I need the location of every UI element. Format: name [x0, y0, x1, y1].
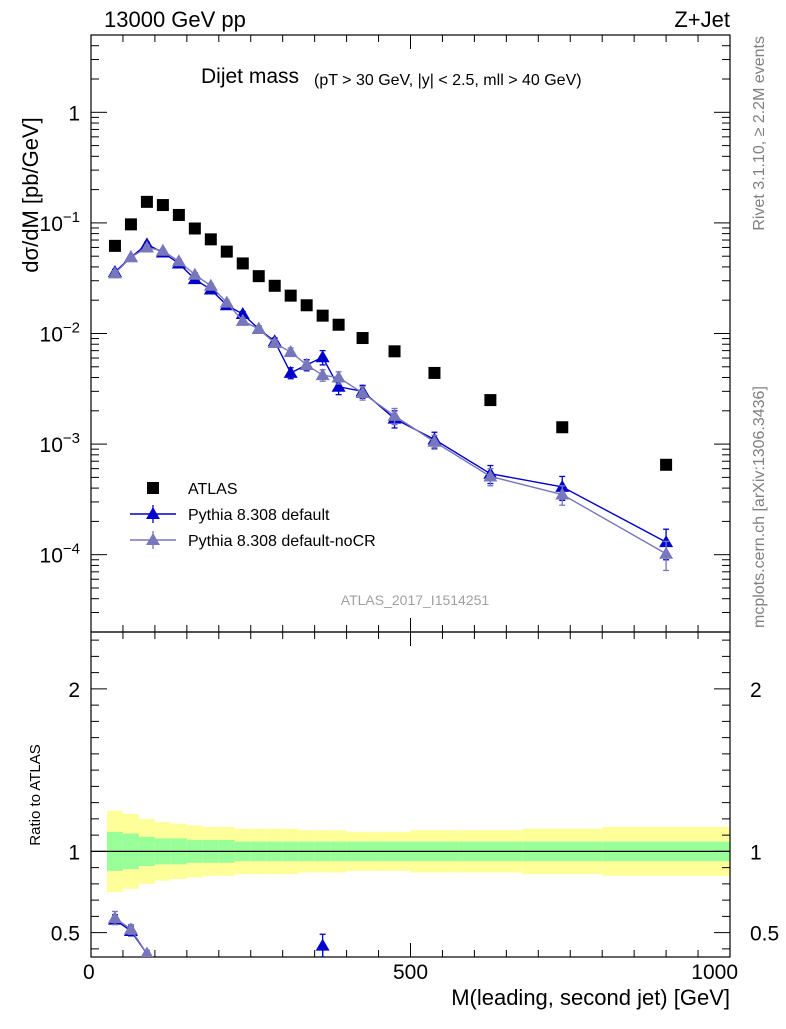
header-right: Z+Jet: [674, 7, 730, 32]
data-point: [156, 199, 169, 212]
data-point: [236, 257, 249, 270]
data-point: [187, 267, 202, 280]
y-tick-label: 1: [68, 102, 80, 125]
ratio-y-tick-label-right: 2: [750, 679, 762, 702]
data-point: [331, 370, 346, 383]
data-point: [252, 270, 265, 283]
data-point: [268, 279, 281, 292]
y-tick-label: 10−3: [40, 430, 80, 457]
axis-labels: 1 10−1 10−2 10−3 10−4 0.5 0.5 1 1 2 2 0 500 1000M(lea…: [18, 102, 779, 1010]
data-point: [427, 434, 442, 447]
data-point: [556, 421, 569, 434]
y-axis-label: dσ/dM [pb/GeV]: [18, 117, 43, 272]
mcplots-label: mcplots.cern.ch [arXiv:1306.3436]: [751, 386, 768, 628]
ratio-y-axis-label: Ratio to ATLAS: [27, 744, 44, 845]
data-point: [659, 546, 674, 559]
data-point: [123, 250, 138, 263]
data-point: [316, 309, 329, 322]
data-point: [300, 299, 313, 312]
main-frame: [90, 34, 731, 633]
data-point: [251, 321, 266, 334]
y-tick-label: 10−4: [40, 541, 80, 568]
data-point: [483, 469, 498, 482]
data-point: [123, 922, 138, 935]
data-point: [146, 533, 160, 545]
rivet-label: Rivet 3.1.10, ≥ 2.2M events: [751, 36, 768, 231]
data-point: [220, 245, 233, 258]
legend: ATLAS Pythia 8.308 default Pythia 8.308 de…: [130, 481, 376, 550]
x-tick-label: 500: [393, 961, 428, 984]
x-tick-label: 0: [83, 961, 95, 984]
ratio-series-line: [114, 917, 150, 957]
ratio-y-tick-label-right: 0.5: [750, 923, 779, 946]
data-point: [107, 911, 122, 923]
data-point: [315, 350, 330, 363]
data-point: [140, 946, 153, 957]
data-point: [124, 218, 137, 231]
data-point: [147, 482, 159, 494]
data-point: [108, 239, 121, 252]
ratio-y-tick-label: 1: [68, 841, 80, 864]
data-point: [355, 385, 370, 398]
data-point: [267, 336, 282, 349]
ratio-series: [107, 910, 330, 957]
data-point: [188, 222, 201, 235]
legend-label: Pythia 8.308 default: [188, 507, 330, 524]
ratio-y-tick-label-right: 1: [750, 841, 762, 864]
data-point: [555, 487, 570, 500]
ratio-y-tick-label: 0.5: [51, 923, 80, 946]
data-point: [146, 507, 160, 519]
data-point: [219, 295, 234, 308]
data-point: [388, 345, 401, 358]
data-point: [107, 266, 122, 279]
legend-label: Pythia 8.308 default-noCR: [188, 533, 376, 550]
data-point: [284, 289, 297, 302]
data-point: [428, 366, 441, 379]
data-point: [331, 379, 346, 392]
y-tick-label: 10−2: [40, 320, 80, 347]
data-point: [283, 345, 298, 358]
data-point: [332, 318, 345, 331]
ratio-bands: [91, 810, 730, 892]
y-tick-label: 10−1: [40, 209, 80, 236]
data-point: [155, 243, 170, 256]
data-point: [283, 365, 298, 378]
main-series: [107, 195, 674, 572]
data-point: [172, 208, 185, 221]
data-point: [387, 408, 402, 421]
data-point: [484, 394, 497, 407]
data-point: [203, 278, 218, 291]
x-axis-label: M(leading, second jet) [GeV]: [451, 985, 730, 1010]
legend-label: ATLAS: [188, 481, 238, 498]
data-point: [235, 313, 250, 326]
plot-title: Dijet mass: [201, 65, 299, 88]
ratio-y-tick-label: 2: [68, 679, 80, 702]
data-point: [140, 195, 153, 208]
data-point: [315, 368, 330, 381]
data-point: [204, 233, 217, 246]
x-tick-label: 1000: [691, 961, 738, 984]
analysis-watermark: ATLAS_2017_I1514251: [341, 592, 490, 608]
ratio-series-line: [114, 919, 150, 957]
data-point: [171, 254, 186, 267]
data-point: [660, 458, 673, 471]
plot-cuts: (pT > 30 GeV, |y| < 2.5, mll > 40 GeV): [314, 72, 582, 89]
data-point: [315, 938, 330, 951]
header-left: 13000 GeV pp: [104, 7, 246, 32]
data-point: [356, 332, 369, 345]
axis-ticks: [90, 34, 731, 957]
data-point: [139, 240, 154, 253]
data-point: [299, 357, 314, 370]
ratio-frame: [90, 631, 731, 958]
